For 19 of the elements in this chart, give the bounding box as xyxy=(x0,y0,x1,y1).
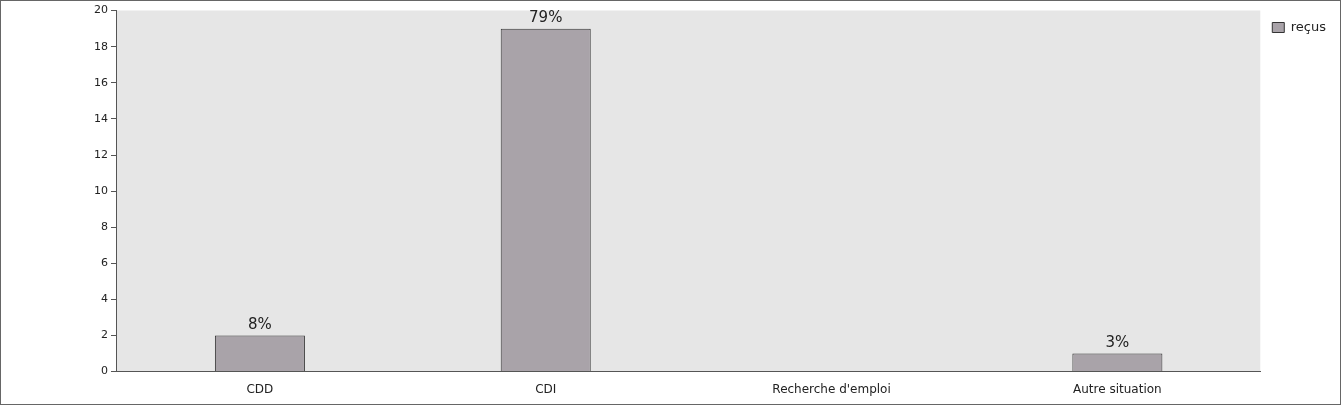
y-tick-label: 20 xyxy=(94,3,108,17)
x-tick-label: CDD xyxy=(246,381,274,396)
y-tick-label: 14 xyxy=(94,111,108,125)
y-tick-label: 2 xyxy=(101,328,108,342)
annotation: 8% xyxy=(248,314,272,333)
y-tick-label: 18 xyxy=(94,39,108,53)
x-tick-label: CDI xyxy=(535,381,557,396)
legend-label: reçus xyxy=(1290,18,1327,34)
y-tick-label: 0 xyxy=(101,364,108,378)
y-tick-label: 6 xyxy=(101,256,108,270)
x-tick-label: Recherche d'emploi xyxy=(772,381,891,396)
annotation: 79% xyxy=(529,8,563,27)
annotation: 3% xyxy=(1105,332,1130,351)
y-tick-label: 12 xyxy=(94,147,108,161)
y-tick-label: 4 xyxy=(101,292,108,306)
y-tick-label: 8 xyxy=(101,220,108,234)
x-tick-label: Autre situation xyxy=(1073,381,1162,396)
y-tick-label: 10 xyxy=(94,183,108,197)
y-tick-label: 16 xyxy=(94,75,108,89)
